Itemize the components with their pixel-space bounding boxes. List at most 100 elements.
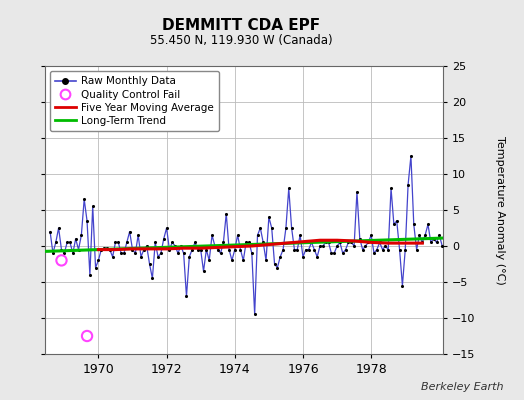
Point xyxy=(219,239,227,246)
Point xyxy=(446,239,455,246)
Point xyxy=(86,272,94,278)
Point xyxy=(396,246,404,253)
Point xyxy=(304,246,313,253)
Point xyxy=(196,246,205,253)
Point xyxy=(302,246,310,253)
Point xyxy=(313,254,321,260)
Point xyxy=(259,239,267,246)
Point xyxy=(299,254,307,260)
Point xyxy=(143,243,151,249)
Point xyxy=(450,239,458,246)
Point xyxy=(455,282,463,289)
Point xyxy=(253,232,261,238)
Point xyxy=(228,257,236,264)
Point xyxy=(404,182,412,188)
Point xyxy=(114,239,123,246)
Point xyxy=(188,246,196,253)
Point xyxy=(478,228,486,235)
Point xyxy=(177,243,185,249)
Point xyxy=(97,246,105,253)
Point xyxy=(211,243,219,249)
Point xyxy=(293,246,301,253)
Point xyxy=(290,246,299,253)
Point xyxy=(202,246,211,253)
Point xyxy=(486,236,495,242)
Point xyxy=(412,246,421,253)
Point xyxy=(145,261,154,267)
Point xyxy=(432,239,441,246)
Point xyxy=(233,232,242,238)
Point xyxy=(185,254,193,260)
Point xyxy=(74,246,83,253)
Point xyxy=(46,228,54,235)
Point xyxy=(168,239,177,246)
Point xyxy=(418,239,427,246)
Point xyxy=(307,239,315,246)
Point xyxy=(347,239,355,246)
Point xyxy=(54,225,63,231)
Point xyxy=(464,243,472,249)
Point xyxy=(159,236,168,242)
Point xyxy=(140,246,148,253)
Point xyxy=(319,243,327,249)
Point xyxy=(248,250,256,256)
Point xyxy=(165,246,173,253)
Point xyxy=(392,218,401,224)
Point xyxy=(378,246,387,253)
Point xyxy=(77,232,85,238)
Point xyxy=(330,250,339,256)
Point xyxy=(466,246,475,253)
Point xyxy=(438,243,446,249)
Y-axis label: Temperature Anomaly (°C): Temperature Anomaly (°C) xyxy=(495,136,505,284)
Point xyxy=(407,153,415,159)
Point xyxy=(322,239,330,246)
Point xyxy=(174,250,182,256)
Point xyxy=(105,246,114,253)
Point xyxy=(214,246,222,253)
Point xyxy=(452,236,461,242)
Point xyxy=(350,243,358,249)
Point xyxy=(194,246,202,253)
Point xyxy=(60,250,69,256)
Point xyxy=(285,185,293,192)
Point xyxy=(111,239,119,246)
Point xyxy=(444,239,452,246)
Point xyxy=(242,239,250,246)
Point xyxy=(256,225,265,231)
Point xyxy=(83,333,91,339)
Point xyxy=(49,250,57,256)
Point xyxy=(71,236,80,242)
Point xyxy=(472,239,481,246)
Point xyxy=(123,239,131,246)
Point xyxy=(179,250,188,256)
Point xyxy=(475,236,483,242)
Point xyxy=(137,254,145,260)
Point xyxy=(370,250,378,256)
Point xyxy=(387,185,395,192)
Point xyxy=(415,232,423,238)
Point xyxy=(83,218,91,224)
Point xyxy=(367,232,375,238)
Point xyxy=(373,246,381,253)
Point xyxy=(239,257,247,264)
Point xyxy=(66,239,74,246)
Point xyxy=(316,243,324,249)
Text: Berkeley Earth: Berkeley Earth xyxy=(421,382,503,392)
Point xyxy=(182,293,191,300)
Point xyxy=(154,254,162,260)
Point xyxy=(461,250,469,256)
Point xyxy=(390,221,398,228)
Point xyxy=(120,250,128,256)
Point xyxy=(427,239,435,246)
Point xyxy=(205,257,213,264)
Point xyxy=(125,228,134,235)
Point xyxy=(430,236,438,242)
Point xyxy=(296,232,304,238)
Point xyxy=(262,257,270,264)
Point xyxy=(401,246,409,253)
Point xyxy=(458,243,466,249)
Point xyxy=(333,243,341,249)
Point xyxy=(236,246,245,253)
Point xyxy=(91,264,100,271)
Point xyxy=(287,225,296,231)
